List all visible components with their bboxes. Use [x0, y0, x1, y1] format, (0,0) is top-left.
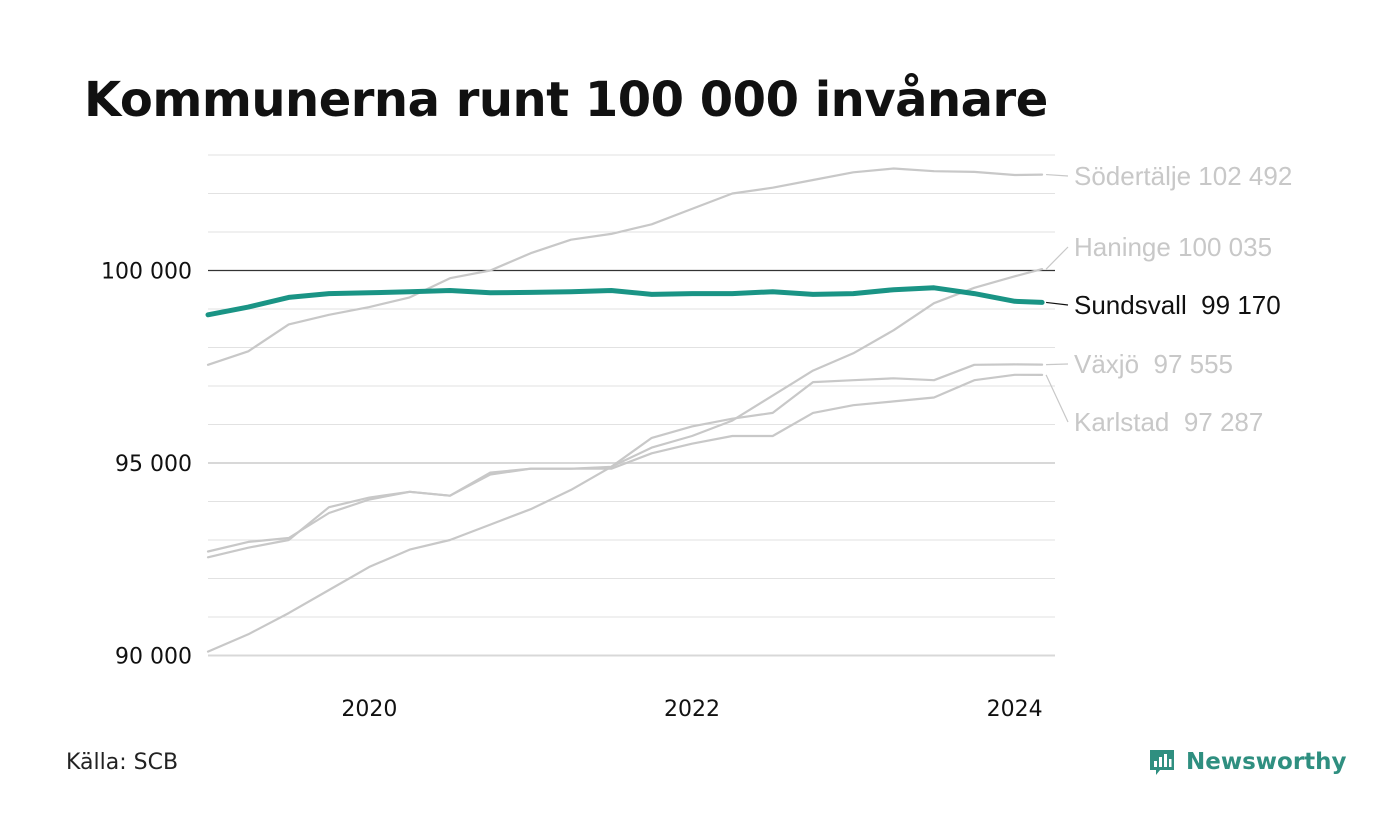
chart-title: Kommunerna runt 100 000 invånare [84, 72, 1048, 128]
series-label: Växjö 97 555 [1074, 349, 1233, 379]
x-tick-label: 2024 [987, 697, 1043, 722]
x-tick-label: 2022 [664, 697, 720, 722]
brand-name: Newsworthy [1186, 749, 1347, 775]
series-line-sundsvall [205, 285, 1045, 318]
x-axis-ticks: 2020 2022 2024 [341, 697, 1042, 722]
leader-line [1046, 173, 1069, 177]
series-lines [205, 167, 1045, 653]
y-tick-label: 95 000 [115, 452, 192, 477]
series-line-södertälje [206, 167, 1044, 366]
newsworthy-logo-icon [1150, 750, 1174, 775]
series-label: Södertälje 102 492 [1074, 161, 1292, 191]
brand-logo: Newsworthy [1148, 744, 1347, 780]
series-line-växjö [206, 363, 1044, 553]
y-axis-ticks: 90 000 95 000 100 000 [101, 259, 192, 669]
series-line-haninge [206, 268, 1044, 653]
series-label: Sundsvall 99 170 [1074, 290, 1281, 320]
y-tick-label: 90 000 [115, 644, 192, 669]
source-note: Källa: SCB [66, 750, 179, 775]
series-line-karlstad [206, 373, 1044, 559]
series-label: Karlstad 97 287 [1074, 407, 1263, 437]
x-tick-label: 2020 [341, 697, 397, 722]
series-labels: Södertälje 102 492 Haninge 100 035 Växjö 9… [1045, 161, 1292, 437]
leader-line [1046, 363, 1069, 366]
leader-line [1045, 374, 1069, 423]
leader-line [1046, 301, 1069, 306]
y-tick-label: 100 000 [101, 259, 192, 284]
leader-line [1045, 246, 1069, 270]
series-label: Haninge 100 035 [1074, 232, 1272, 262]
